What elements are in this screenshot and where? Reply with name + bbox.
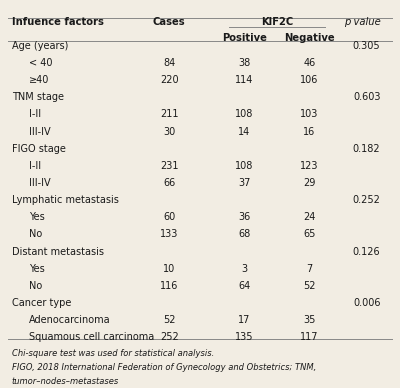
- Text: < 40: < 40: [29, 58, 53, 68]
- Text: III-IV: III-IV: [29, 126, 51, 137]
- Text: FIGO stage: FIGO stage: [12, 144, 66, 154]
- Text: III-IV: III-IV: [29, 178, 51, 188]
- Text: 37: 37: [238, 178, 250, 188]
- Text: 52: 52: [303, 281, 316, 291]
- Text: 0.252: 0.252: [353, 195, 380, 205]
- Text: 0.126: 0.126: [353, 247, 380, 256]
- Text: I-II: I-II: [29, 109, 41, 120]
- Text: 133: 133: [160, 229, 178, 239]
- Text: Distant metastasis: Distant metastasis: [12, 247, 104, 256]
- Text: 10: 10: [163, 264, 176, 274]
- Text: Adenocarcinoma: Adenocarcinoma: [29, 315, 111, 325]
- Text: 30: 30: [163, 126, 176, 137]
- Text: Age (years): Age (years): [12, 41, 68, 51]
- Text: 84: 84: [163, 58, 176, 68]
- Text: Yes: Yes: [29, 264, 45, 274]
- Text: 46: 46: [303, 58, 316, 68]
- Text: 36: 36: [238, 212, 250, 222]
- Text: 0.603: 0.603: [353, 92, 380, 102]
- Text: 17: 17: [238, 315, 250, 325]
- Text: FIGO, 2018 International Federation of Gynecology and Obstetrics; TNM,: FIGO, 2018 International Federation of G…: [12, 363, 316, 372]
- Text: 135: 135: [235, 333, 254, 342]
- Text: TNM stage: TNM stage: [12, 92, 64, 102]
- Text: 0.305: 0.305: [353, 41, 380, 51]
- Text: 252: 252: [160, 333, 179, 342]
- Text: 64: 64: [238, 281, 250, 291]
- Text: 68: 68: [238, 229, 250, 239]
- Text: p value: p value: [344, 17, 380, 27]
- Text: 106: 106: [300, 75, 319, 85]
- Text: 60: 60: [163, 212, 176, 222]
- Text: 123: 123: [300, 161, 319, 171]
- Text: No: No: [29, 229, 42, 239]
- Text: Cases: Cases: [153, 17, 186, 27]
- Text: 66: 66: [163, 178, 176, 188]
- Text: 116: 116: [160, 281, 178, 291]
- Text: 24: 24: [303, 212, 316, 222]
- Text: 65: 65: [303, 229, 316, 239]
- Text: Positive: Positive: [222, 33, 266, 43]
- Text: 0.182: 0.182: [353, 144, 380, 154]
- Text: Squamous cell carcinoma: Squamous cell carcinoma: [29, 333, 154, 342]
- Text: tumor–nodes–metastases: tumor–nodes–metastases: [12, 377, 119, 386]
- Text: Chi-square test was used for statistical analysis.: Chi-square test was used for statistical…: [12, 348, 214, 358]
- Text: Yes: Yes: [29, 212, 45, 222]
- Text: 117: 117: [300, 333, 319, 342]
- Text: Lymphatic metastasis: Lymphatic metastasis: [12, 195, 119, 205]
- Text: 16: 16: [303, 126, 316, 137]
- Text: 38: 38: [238, 58, 250, 68]
- Text: 220: 220: [160, 75, 178, 85]
- Text: Infuence factors: Infuence factors: [12, 17, 104, 27]
- Text: 0.006: 0.006: [353, 298, 380, 308]
- Text: Negative: Negative: [284, 33, 335, 43]
- Text: No: No: [29, 281, 42, 291]
- Text: 3: 3: [241, 264, 247, 274]
- Text: 108: 108: [235, 161, 253, 171]
- Text: 108: 108: [235, 109, 253, 120]
- Text: 52: 52: [163, 315, 176, 325]
- Text: I-II: I-II: [29, 161, 41, 171]
- Text: 114: 114: [235, 75, 253, 85]
- Text: 211: 211: [160, 109, 178, 120]
- Text: 14: 14: [238, 126, 250, 137]
- Text: 35: 35: [303, 315, 316, 325]
- Text: Cancer type: Cancer type: [12, 298, 71, 308]
- Text: 7: 7: [306, 264, 312, 274]
- Text: ≥40: ≥40: [29, 75, 50, 85]
- Text: 29: 29: [303, 178, 316, 188]
- Text: 103: 103: [300, 109, 319, 120]
- Text: KIF2C: KIF2C: [261, 17, 293, 27]
- Text: 231: 231: [160, 161, 178, 171]
